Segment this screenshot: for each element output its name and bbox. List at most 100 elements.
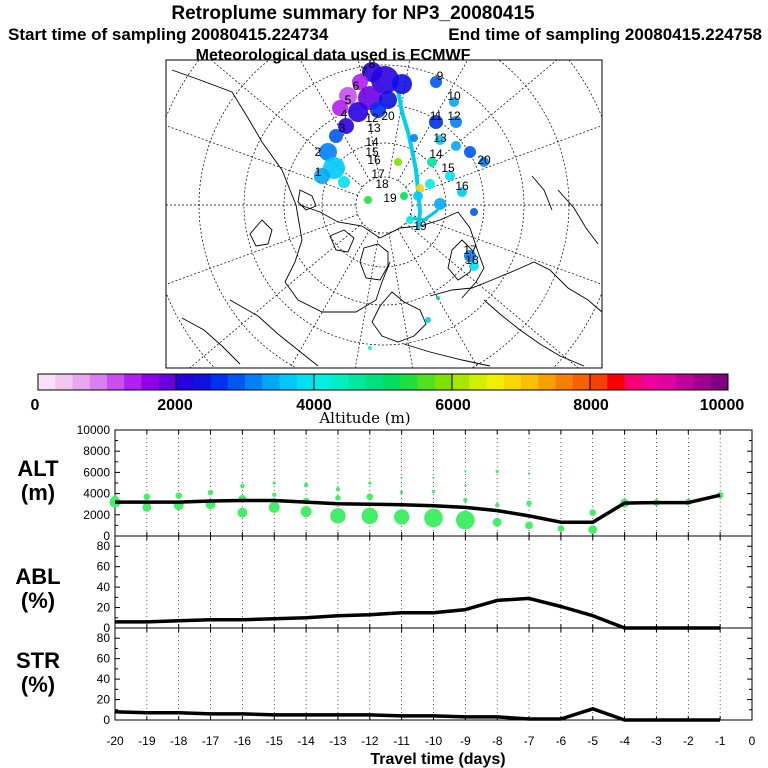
- altitude-point: [400, 490, 404, 495]
- trajectory-day-label: 18: [465, 253, 479, 267]
- x-tick-label: -5: [587, 734, 598, 748]
- y-tick-label: 60: [97, 652, 111, 666]
- altitude-point: [112, 495, 118, 501]
- x-tick-label: -20: [106, 734, 124, 748]
- coastline: [531, 175, 553, 211]
- plume-point: [392, 74, 412, 94]
- y-tick-label: 10000: [77, 423, 111, 437]
- coastline: [403, 343, 491, 367]
- altitude-point: [588, 525, 598, 535]
- plume-point: [371, 66, 399, 94]
- colorbar-swatch: [331, 374, 349, 390]
- trajectory-day-label: 12: [365, 111, 379, 125]
- x-tick-label: -4: [619, 734, 630, 748]
- altitude-point: [240, 483, 245, 489]
- trajectory-day-label: 3: [339, 121, 346, 135]
- colorbar-swatch: [158, 374, 177, 390]
- altitude-point: [431, 489, 436, 494]
- altitude-point: [527, 472, 531, 475]
- plume-point: [329, 129, 343, 143]
- colorbar-swatch: [659, 374, 677, 390]
- altitude-point: [424, 508, 443, 528]
- y-tick-label: 0: [103, 713, 110, 727]
- trajectory-day-label: 8: [369, 57, 376, 71]
- colorbar-swatch: [314, 374, 332, 390]
- colorbar-tick-8000: 8000: [573, 397, 609, 414]
- coastline: [297, 189, 317, 211]
- x-tick-label: -12: [361, 734, 379, 748]
- colorbar-frame: [37, 373, 729, 391]
- str-panel-label: STR: [16, 648, 60, 673]
- plume-point: [332, 100, 348, 116]
- colorbar-swatch: [693, 374, 712, 390]
- colorbar-swatch: [38, 374, 56, 390]
- colorbar-swatch: [452, 374, 470, 390]
- x-tick-label: -7: [524, 734, 535, 748]
- altitude-point: [525, 521, 533, 530]
- plume-point: [314, 168, 330, 184]
- trajectory-day-label: 13: [367, 121, 381, 135]
- colorbar-swatch: [417, 374, 436, 390]
- abl-panel-label: ABL: [15, 564, 60, 589]
- plume-point: [338, 176, 350, 188]
- altitude-point: [432, 476, 435, 479]
- trajectory-day-label: 5: [345, 93, 352, 107]
- met-data-label: Meteorological data used is ECMWF: [196, 47, 471, 64]
- x-tick-label: -16: [234, 734, 252, 748]
- plume-point: [429, 115, 443, 129]
- x-tick-label: -1: [715, 734, 726, 748]
- trajectory-day-label: 20: [381, 109, 395, 123]
- colorbar-swatch: [434, 374, 453, 390]
- coastline: [229, 299, 319, 367]
- x-tick-label: -8: [492, 734, 503, 748]
- trajectory-day-label: 4: [341, 107, 348, 121]
- y-tick-label: 20: [97, 693, 111, 707]
- trajectory-day-label: 12: [447, 109, 461, 123]
- plume-point: [425, 179, 435, 189]
- altitude-point: [464, 484, 467, 487]
- colorbar-swatch: [193, 374, 211, 390]
- altitude-point: [495, 503, 500, 508]
- altitude-point: [368, 481, 372, 485]
- coastline: [371, 291, 427, 343]
- colorbar-swatch: [107, 374, 125, 390]
- altitude-point: [335, 495, 341, 501]
- meridian-line: [189, 222, 363, 368]
- panel-1: 0 20 40 60 80: [97, 535, 753, 635]
- meridian-line: [397, 229, 479, 368]
- colorbar-tick-6000: 6000: [435, 397, 471, 414]
- x-axis-label: Travel time (days): [370, 751, 505, 768]
- panel-2: 0 20 40 60 80: [97, 627, 753, 727]
- colorbar-swatch: [227, 374, 246, 390]
- colorbar-swatch: [607, 374, 625, 390]
- colorbar-swatch: [124, 374, 142, 390]
- altitude-point: [303, 482, 309, 488]
- colorbar-swatch: [469, 374, 487, 390]
- plume-point: [413, 191, 423, 201]
- altitude-point: [143, 493, 151, 501]
- plume-point: [457, 187, 467, 197]
- time-series-panels: 0200040006000800010000020406080020406080…: [77, 423, 756, 748]
- y-tick-label: 40: [97, 580, 111, 594]
- plume-point: [469, 261, 479, 271]
- trajectory-day-label: 17: [371, 167, 385, 181]
- coastline: [557, 189, 599, 245]
- colorbar-swatch: [262, 374, 280, 390]
- colorbar-tick-0: 0: [31, 397, 40, 414]
- trajectory-day-label: 16: [455, 179, 469, 193]
- colorbar-swatch: [590, 374, 608, 390]
- coastline: [483, 299, 585, 367]
- y-tick-label: 6000: [83, 465, 110, 479]
- meridian-line: [166, 214, 358, 285]
- plume-point: [425, 317, 431, 323]
- y-tick-label: 2000: [83, 508, 110, 522]
- y-tick-label: 8000: [83, 444, 110, 458]
- colorbar-swatch: [676, 374, 694, 390]
- trajectory-day-label: 15: [365, 145, 379, 159]
- trajectory-day-label: 1: [315, 165, 322, 179]
- altitude-colorbar: [37, 373, 729, 391]
- colorbar-swatch: [296, 374, 315, 390]
- trajectory-day-label: 19: [383, 191, 397, 205]
- start-time-label: Start time of sampling 20080415.224734: [8, 25, 329, 44]
